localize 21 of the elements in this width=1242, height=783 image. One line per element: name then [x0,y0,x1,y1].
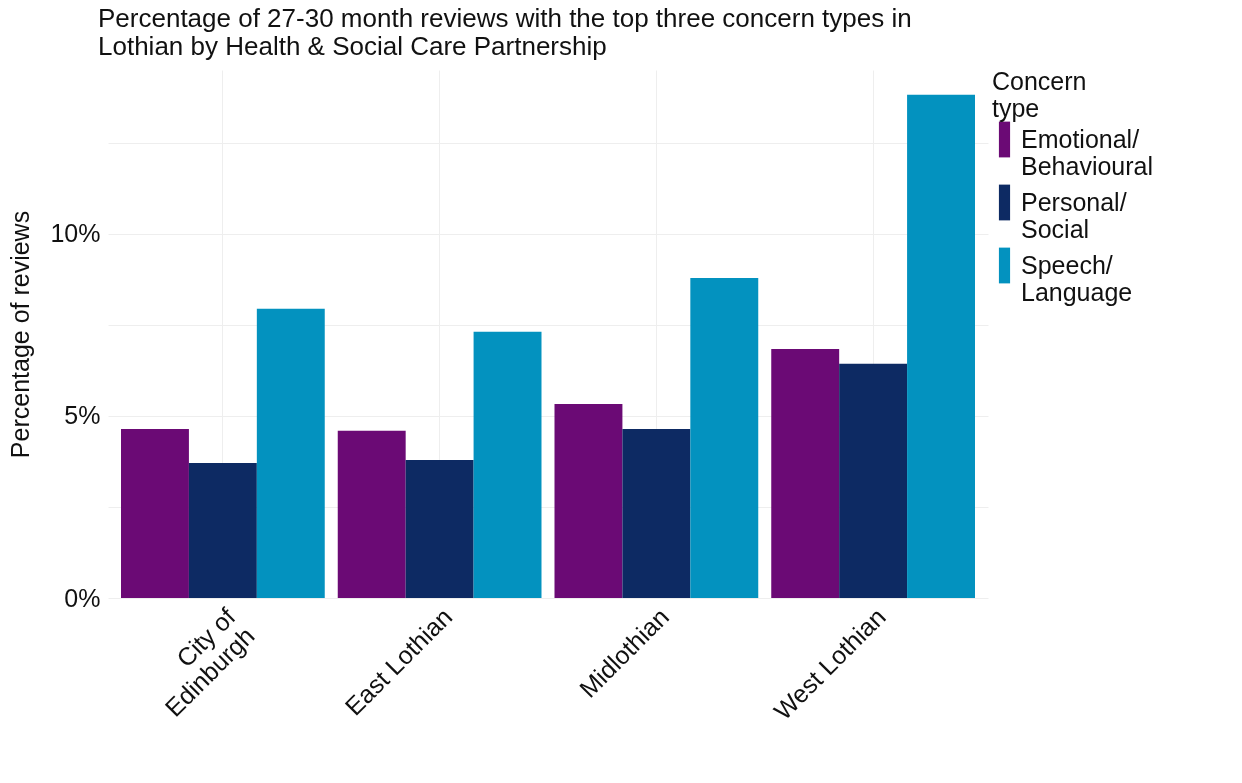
bar [839,363,908,598]
bar [690,277,759,598]
bar [473,331,542,598]
bar [622,429,691,598]
y-tick-label: 0% [64,583,101,612]
y-axis-title: Percentage of reviews [6,210,35,459]
bar [188,462,257,598]
legend-label: Emotional/ Behavioural [1021,124,1154,180]
bar [256,308,325,598]
legend-label: Speech/ Language [1021,250,1133,306]
y-tick-label: 5% [64,401,101,430]
bar [337,430,406,598]
chart-title: Percentage of 27-30 month reviews with the top three concern types in Lothian by Health & Social Care Partnership [98,3,912,61]
bar [771,348,840,598]
bar [907,94,975,598]
bar [554,403,623,598]
legend-label: Personal/ Social [1021,187,1127,243]
legend-title: Concern type [992,67,1087,122]
y-tick-label: 10% [50,219,101,248]
bar [121,429,189,598]
bar [405,459,474,598]
